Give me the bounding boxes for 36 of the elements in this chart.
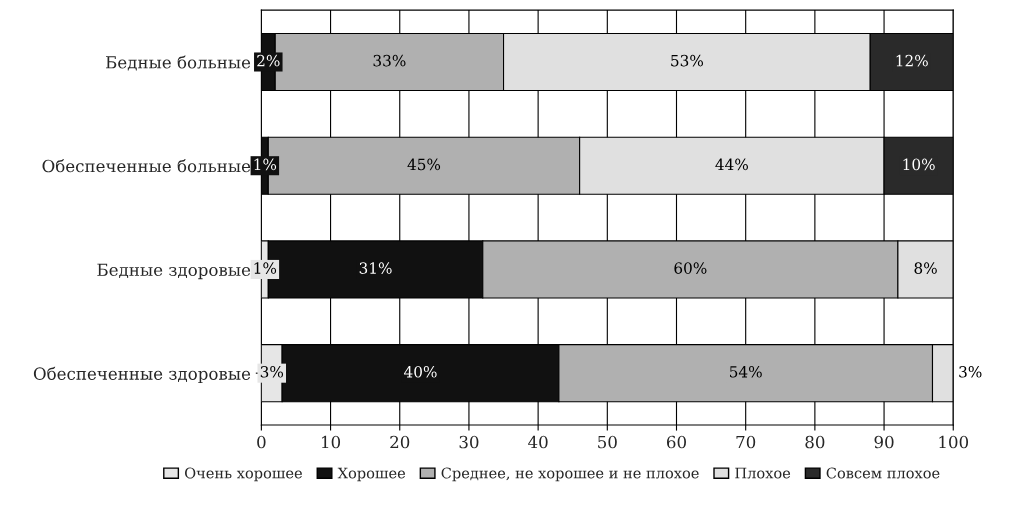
- data-label: 33%: [373, 54, 406, 67]
- x-tick-label: 70: [736, 435, 756, 449]
- legend-label: Очень хорошее: [185, 467, 302, 482]
- x-tick-label: 50: [598, 435, 617, 449]
- data-label: 1%: [254, 158, 277, 171]
- y-tick-label: Бедные здоровые: [97, 263, 251, 280]
- y-tick-label: Бедные больные: [106, 55, 251, 71]
- data-label: 54%: [730, 366, 762, 378]
- data-label: 3%: [959, 366, 982, 378]
- data-label: 31%: [359, 262, 392, 274]
- data-label: 2%: [257, 54, 280, 67]
- x-tick-label: 40: [528, 435, 548, 449]
- data-label: 8%: [914, 262, 937, 274]
- y-tick-label: Обеспеченные здоровые: [33, 366, 251, 384]
- x-tick-label: 20: [390, 435, 410, 449]
- y-tick-label: Обеспеченные больные: [42, 159, 251, 173]
- data-label: 53%: [671, 54, 704, 67]
- data-label: 12%: [896, 54, 928, 67]
- x-tick-label: 90: [874, 435, 894, 449]
- data-label: 60%: [674, 262, 707, 274]
- data-label: 44%: [715, 158, 748, 171]
- x-tick-label: 10: [321, 435, 341, 449]
- data-label: 40%: [404, 366, 437, 378]
- x-tick-label: 60: [667, 435, 686, 449]
- x-tick-label: 30: [459, 435, 479, 449]
- legend-label: Совсем плохое: [826, 467, 940, 479]
- data-label: 1%: [254, 262, 277, 274]
- data-label: 10%: [903, 158, 935, 171]
- x-tick-label: 0: [257, 435, 266, 449]
- data-label: 3%: [260, 366, 284, 378]
- legend-label: Хорошее: [337, 467, 406, 482]
- legend-label: Плохое: [735, 467, 791, 479]
- x-tick-label: 100: [939, 435, 969, 449]
- data-label: 45%: [407, 158, 441, 171]
- legend-label: Среднее, не хорошее и не плохое: [441, 467, 699, 482]
- x-tick-label: 80: [805, 435, 825, 449]
